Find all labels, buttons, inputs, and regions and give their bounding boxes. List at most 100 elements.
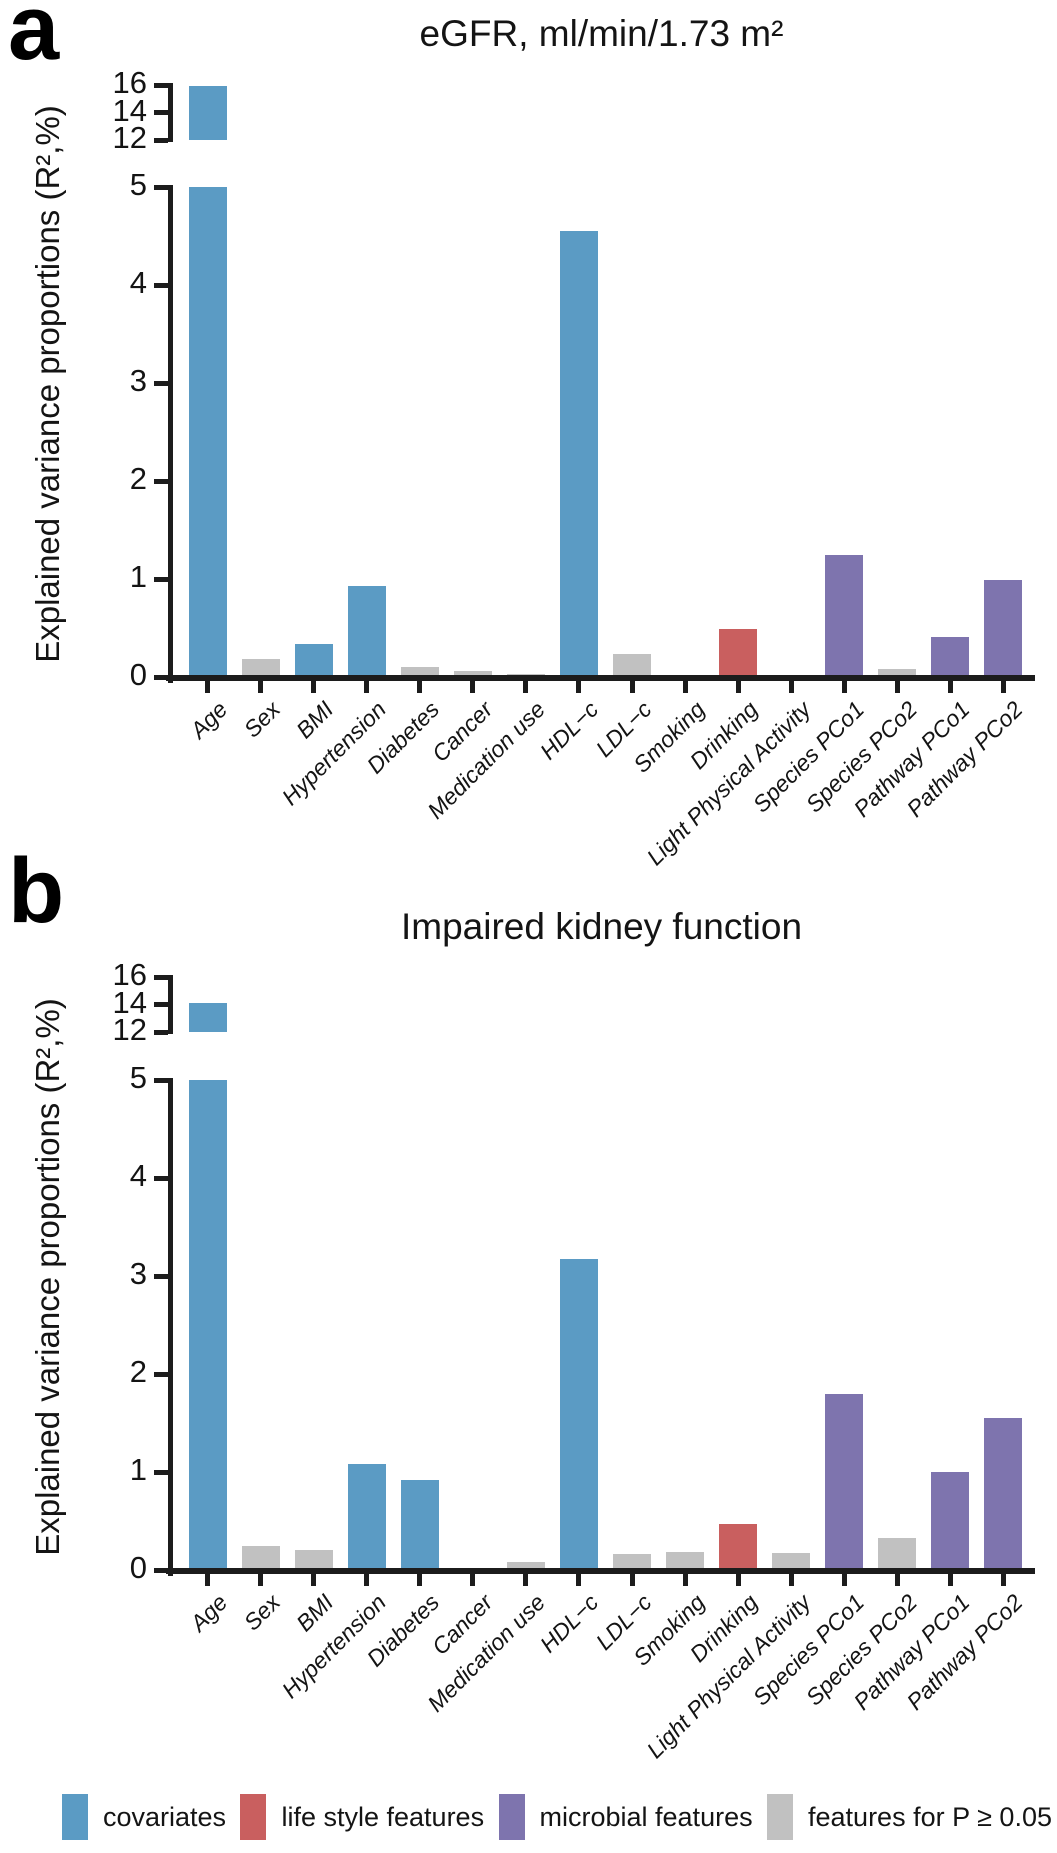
bar-ldl-c	[613, 1554, 652, 1570]
bar-bmi	[294, 643, 333, 677]
bar-slot	[287, 977, 340, 1032]
bar-slot	[871, 187, 924, 677]
bar-slot	[340, 187, 393, 677]
y-tick	[154, 137, 168, 143]
bar-slot	[181, 85, 234, 140]
bar-slot	[287, 187, 340, 677]
x-tick	[894, 1574, 900, 1586]
x-tick-slot	[712, 681, 765, 693]
bar-diabetes	[400, 1479, 439, 1570]
y-tick	[154, 1175, 168, 1181]
panel-b-top-bars	[173, 977, 1030, 1032]
panel-b-y-axis-line	[168, 1078, 173, 1576]
bar-sex	[241, 659, 280, 677]
x-tick-slot	[234, 1574, 287, 1586]
y-tick	[154, 576, 168, 582]
legend-label: covariates	[103, 1801, 227, 1832]
legend: covariates life style features microbial…	[62, 1794, 1052, 1840]
x-tick	[894, 681, 900, 693]
bar-slot	[712, 977, 765, 1032]
y-tick	[154, 674, 168, 680]
bar-slot	[765, 977, 818, 1032]
bar-cancer	[453, 671, 492, 677]
y-tick-label: 1	[129, 1451, 147, 1487]
x-tick	[947, 1574, 953, 1586]
x-tick-slot	[977, 1574, 1030, 1586]
panel-a-y-axis-line	[168, 185, 173, 683]
legend-item-lifestyle-features: life style features	[240, 1794, 484, 1840]
x-tick	[258, 681, 264, 693]
legend-label: life style features	[281, 1801, 485, 1832]
bar-slot	[552, 187, 605, 677]
ns-features-swatch-icon	[767, 1794, 794, 1840]
y-tick	[154, 1371, 168, 1377]
x-tick-slot	[818, 681, 871, 693]
bar-bmi	[294, 1550, 333, 1570]
bar-slot	[446, 1080, 499, 1570]
bar-slot	[393, 187, 446, 677]
bar-slot	[287, 1080, 340, 1570]
x-tick	[417, 1574, 423, 1586]
y-tick-label: 16	[112, 956, 147, 992]
bar-drinking	[719, 1523, 758, 1570]
x-tick	[735, 1574, 741, 1586]
bar-slot	[499, 187, 552, 677]
bar-slot	[659, 1080, 712, 1570]
y-tick-label: 0	[129, 656, 147, 692]
bar-pathway-pco1	[931, 1472, 970, 1570]
panel-a-x-axis-line	[166, 675, 1035, 681]
bar-slot	[499, 85, 552, 140]
bar-smoking	[666, 1552, 705, 1570]
bar-slot	[446, 977, 499, 1032]
bar-slot	[393, 1080, 446, 1570]
x-tick-slot	[287, 1574, 340, 1586]
bar-slot	[712, 85, 765, 140]
y-tick-label: 5	[129, 1059, 147, 1095]
panel-a-main-plot: 5 4 3 2 1 0	[130, 167, 1035, 693]
x-tick-label-hdl-c: HDL−c	[534, 1589, 604, 1658]
bar-age	[188, 187, 227, 677]
bar-pathway-pco1	[931, 636, 970, 677]
bar-slot	[181, 977, 234, 1032]
y-tick	[154, 1077, 168, 1083]
bar-slot	[181, 1080, 234, 1570]
y-tick-label: 2	[129, 460, 147, 496]
bar-slot	[818, 187, 871, 677]
bar-slot	[924, 85, 977, 140]
x-tick-slot	[499, 1574, 552, 1586]
bar-ldl-c	[613, 654, 652, 677]
y-tick-label: 14	[112, 984, 147, 1020]
bar-slot	[234, 187, 287, 677]
bar-species-pco1	[825, 1393, 864, 1570]
y-tick	[154, 1469, 168, 1475]
panel-b-main-plot: 5 4 3 2 1 0	[130, 1060, 1035, 1586]
x-tick	[311, 681, 317, 693]
x-tick	[682, 1574, 688, 1586]
panel-b-letter: b	[8, 840, 65, 942]
x-tick-slot	[181, 1574, 234, 1586]
y-tick	[154, 1029, 168, 1035]
x-tick	[576, 681, 582, 693]
y-tick-label: 12	[112, 119, 147, 155]
x-tick-label-sex: Sex	[238, 1589, 285, 1636]
x-tick	[629, 681, 635, 693]
x-tick-slot	[818, 1574, 871, 1586]
bar-slot	[340, 977, 393, 1032]
x-tick-slot	[340, 1574, 393, 1586]
bar-drinking	[719, 628, 758, 677]
y-tick	[154, 1273, 168, 1279]
bar-slot	[871, 1080, 924, 1570]
y-tick	[154, 110, 168, 115]
x-tick	[470, 681, 476, 693]
legend-label: microbial features	[539, 1801, 753, 1832]
x-tick-slot	[606, 1574, 659, 1586]
y-tick-label: 2	[129, 1353, 147, 1389]
bar-slot	[659, 977, 712, 1032]
bar-slot	[234, 977, 287, 1032]
bar-age	[188, 1080, 227, 1570]
bar-slot	[606, 977, 659, 1032]
x-tick	[205, 1574, 211, 1586]
bar-slot	[977, 85, 1030, 140]
x-tick	[205, 681, 211, 693]
panel-a-x-labels: Age Sex BMI Hypertension Diabetes Cancer Medic…	[173, 690, 1030, 890]
